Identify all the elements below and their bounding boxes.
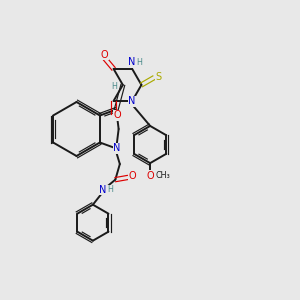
- Text: O: O: [114, 110, 122, 120]
- Text: N: N: [128, 96, 136, 106]
- Text: N: N: [99, 185, 106, 195]
- Text: O: O: [128, 171, 136, 181]
- Text: H: H: [112, 82, 117, 91]
- Text: N: N: [128, 57, 136, 67]
- Text: N: N: [113, 143, 121, 154]
- Text: O: O: [146, 171, 154, 181]
- Text: H: H: [108, 185, 113, 194]
- Text: O: O: [100, 50, 108, 60]
- Text: H: H: [136, 58, 142, 67]
- Text: S: S: [155, 71, 161, 82]
- Text: CH₃: CH₃: [155, 171, 170, 180]
